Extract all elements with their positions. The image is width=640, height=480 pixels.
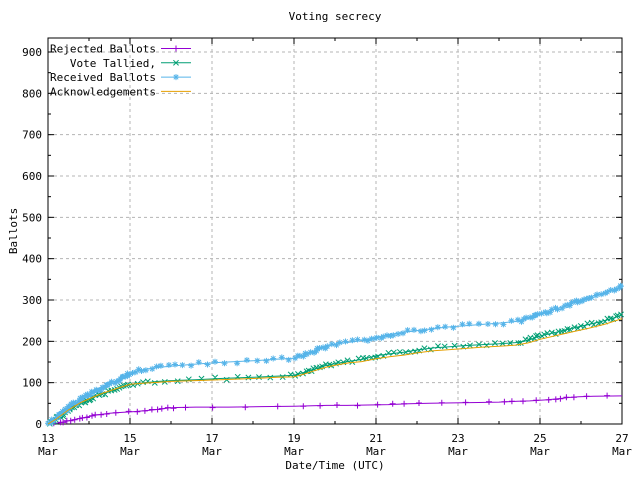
series-line-received-ballots <box>47 285 623 425</box>
y-tick-label: 0 <box>35 418 42 431</box>
legend <box>161 45 191 92</box>
x-tick-label-month: Mar <box>202 445 222 458</box>
y-tick-label: 700 <box>22 129 42 142</box>
y-tick-label: 300 <box>22 294 42 307</box>
x-tick-label-day: 27 <box>615 432 628 445</box>
series-line-vote-tallied <box>47 314 623 425</box>
y-tick-label: 900 <box>22 46 42 59</box>
series-received-ballots <box>45 282 624 427</box>
x-tick-label-month: Mar <box>38 445 58 458</box>
legend-sample-received-ballots <box>161 74 191 81</box>
x-tick-label-day: 17 <box>205 432 218 445</box>
x-tick-label-month: Mar <box>120 445 140 458</box>
x-tick-label-month: Mar <box>366 445 386 458</box>
series-rejected-ballots <box>50 392 623 427</box>
y-tick-label: 600 <box>22 170 42 183</box>
x-tick-label-month: Mar <box>448 445 468 458</box>
grid-lines <box>48 38 622 424</box>
legend-label-acknowledgements: Acknowledgements <box>50 85 156 98</box>
x-tick-label-month: Mar <box>284 445 304 458</box>
x-tick-label-day: 21 <box>369 432 382 445</box>
x-axis-label: Date/Time (UTC) <box>285 459 384 472</box>
legend-sample-vote-tallied <box>161 59 191 66</box>
axis-ticks <box>47 38 623 425</box>
series-markers-received-ballots <box>45 282 624 427</box>
y-tick-label: 500 <box>22 211 42 224</box>
y-axis-label: Ballots <box>7 208 20 254</box>
series-markers-rejected-ballots <box>50 392 611 427</box>
chart-title: Voting secrecy <box>289 10 382 23</box>
x-tick-label-day: 19 <box>287 432 300 445</box>
x-tick-label-day: 23 <box>451 432 464 445</box>
x-tick-label-month: Mar <box>612 445 632 458</box>
legend-label-received-ballots: Received Ballots <box>50 71 156 84</box>
legend-sample-rejected-ballots <box>161 45 191 52</box>
series-acknowledgements <box>47 318 623 425</box>
x-tick-label-month: Mar <box>530 445 550 458</box>
series-line-acknowledgements <box>47 318 623 425</box>
y-tick-label: 100 <box>22 377 42 390</box>
x-tick-label-day: 15 <box>123 432 136 445</box>
series-markers-vote-tallied <box>46 311 624 427</box>
x-tick-label-day: 13 <box>41 432 54 445</box>
legend-label-rejected-ballots: Rejected Ballots <box>50 43 156 56</box>
series-vote-tallied <box>46 311 624 427</box>
x-tick-label-day: 25 <box>533 432 546 445</box>
y-tick-label: 800 <box>22 87 42 100</box>
y-tick-label: 200 <box>22 335 42 348</box>
legend-label-vote-tallied: Vote Tallied, <box>70 57 156 70</box>
y-tick-label: 400 <box>22 253 42 266</box>
